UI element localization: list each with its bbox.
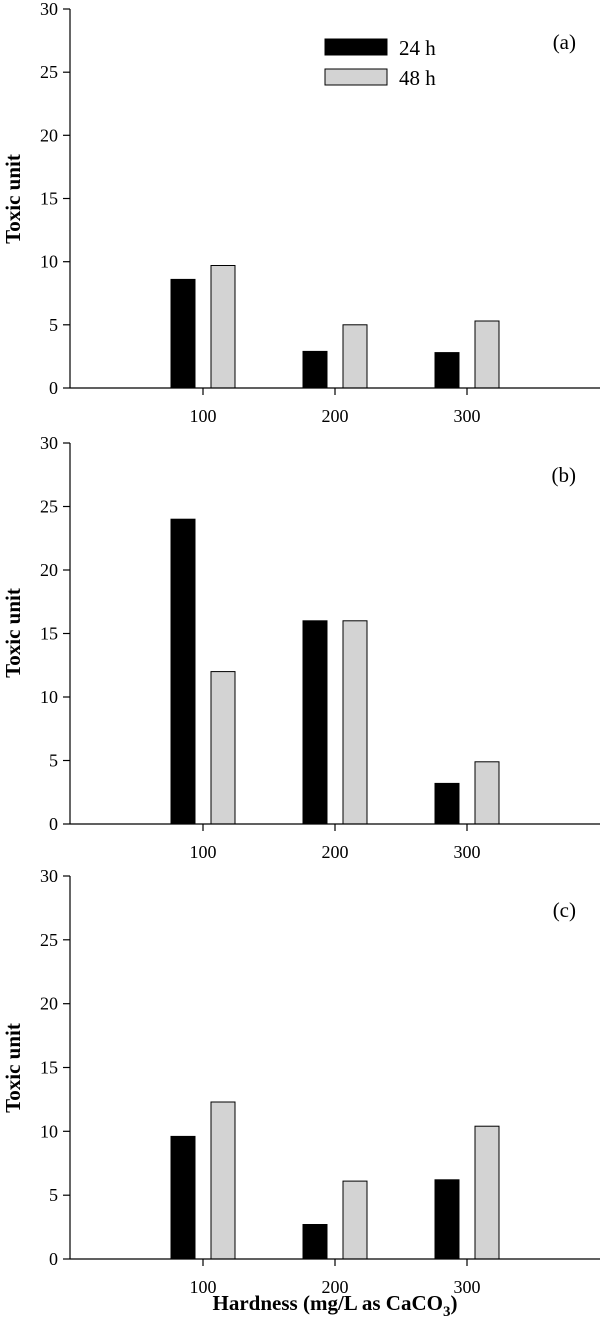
legend-swatch-24h: [324, 38, 388, 56]
panel-a-ytick-label-10: 10: [40, 252, 58, 272]
panel-a-ytick-label-20: 20: [40, 125, 58, 145]
legend-label-24h: 24 h: [399, 36, 436, 60]
panel-b-bar-24h-200: [302, 620, 328, 825]
panel-b-xtick-label-200: 200: [322, 842, 349, 862]
panel-b-xtick-label-100: 100: [190, 842, 217, 862]
panel-a-bar-24h-200: [302, 350, 328, 389]
panel-a-y-axis-title: Toxic unit: [1, 154, 25, 244]
panel-c: 0 5 10 15 20 25 30 100 200 300 Toxic unit (c) Ha…: [1, 866, 600, 1320]
panel-c-bar-48h-300: [474, 1125, 500, 1260]
panel-b-bar-24h-300: [434, 782, 460, 825]
panel-b-bar-48h-200: [342, 620, 368, 825]
panel-b-axes: [69, 443, 600, 825]
panel-a-bar-48h-300: [474, 320, 500, 389]
panel-c-bar-24h-200: [302, 1224, 328, 1260]
panel-a-xtick-label-100: 100: [190, 406, 217, 426]
panel-c-bar-48h-200: [342, 1180, 368, 1260]
panel-b-y-axis-title: Toxic unit: [1, 588, 25, 678]
panel-a-bar-48h-200: [342, 324, 368, 389]
panel-c-bars: [170, 1101, 500, 1260]
legend-swatch-48h: [324, 68, 388, 86]
panel-c-ytick-label-20: 20: [40, 994, 58, 1014]
panel-c-bar-48h-100: [210, 1101, 236, 1260]
panel-b-yticks: 0 5 10 15 20 25 30: [40, 433, 70, 834]
panel-a: 0 5 10 15 20 25 30 100 200 300 Toxic unit (a) 24…: [1, 0, 600, 426]
panel-a-bar-48h-100: [210, 265, 236, 389]
panel-c-ytick-label-0: 0: [49, 1249, 58, 1269]
panel-b-ytick-label-30: 30: [40, 433, 58, 453]
panel-a-bar-24h-100: [170, 278, 196, 389]
panel-c-tag: (c): [553, 898, 576, 922]
panel-a-tag: (a): [553, 30, 576, 54]
panel-c-xticks: 100 200 300: [190, 1259, 481, 1297]
panel-b-bars: [170, 518, 500, 825]
panel-a-axes: [69, 9, 600, 389]
legend-label-48h: 48 h: [399, 66, 436, 90]
panel-b-bar-24h-100: [170, 518, 196, 825]
panel-a-ytick-label-30: 30: [40, 0, 58, 19]
panel-a-xtick-label-300: 300: [454, 406, 481, 426]
panel-c-yticks: 0 5 10 15 20 25 30: [40, 866, 70, 1269]
panel-c-ytick-label-15: 15: [40, 1058, 58, 1078]
panel-a-ytick-label-25: 25: [40, 62, 58, 82]
panel-b-ytick-label-5: 5: [49, 751, 58, 771]
panel-c-xtick-label-100: 100: [190, 1277, 217, 1297]
panel-a-bars: [170, 265, 500, 389]
panel-b-ytick-label-10: 10: [40, 687, 58, 707]
panel-b: 0 5 10 15 20 25 30 100 200 300 Toxic unit (b): [1, 433, 600, 862]
panel-a-xtick-label-200: 200: [322, 406, 349, 426]
panel-b-ytick-label-15: 15: [40, 624, 58, 644]
panel-a-bar-24h-300: [434, 352, 460, 389]
panel-a-ytick-label-15: 15: [40, 189, 58, 209]
panel-b-tag: (b): [552, 463, 577, 487]
panel-c-axes: [69, 876, 600, 1260]
panel-b-ytick-label-0: 0: [49, 814, 58, 834]
panel-b-bar-48h-300: [474, 761, 500, 825]
panel-c-xtick-label-200: 200: [322, 1277, 349, 1297]
panel-a-ytick-label-0: 0: [49, 378, 58, 398]
x-axis-title: Hardness (mg/L as CaCO3): [213, 1291, 458, 1320]
panel-b-ytick-label-20: 20: [40, 560, 58, 580]
panel-b-bar-48h-100: [210, 671, 236, 825]
panel-c-bar-24h-300: [434, 1179, 460, 1260]
legend: 24 h 48 h: [324, 36, 436, 90]
panel-c-xtick-label-300: 300: [454, 1277, 481, 1297]
panel-a-xticks: 100 200 300: [190, 388, 481, 426]
panel-b-xticks: 100 200 300: [190, 824, 481, 862]
panel-c-ytick-label-10: 10: [40, 1121, 58, 1141]
panel-a-yticks: 0 5 10 15 20 25 30: [40, 0, 70, 398]
x-axis-title-subscript: 3: [443, 1304, 451, 1320]
x-axis-title-main: Hardness (mg/L as CaCO: [213, 1291, 443, 1315]
panel-c-ytick-label-25: 25: [40, 930, 58, 950]
x-axis-title-tail: ): [450, 1291, 457, 1315]
panel-b-xtick-label-300: 300: [454, 842, 481, 862]
panel-c-ytick-label-30: 30: [40, 866, 58, 886]
panel-a-ytick-label-5: 5: [49, 315, 58, 335]
panel-b-ytick-label-25: 25: [40, 497, 58, 517]
panel-c-bar-24h-100: [170, 1135, 196, 1260]
panel-c-ytick-label-5: 5: [49, 1185, 58, 1205]
panel-c-y-axis-title: Toxic unit: [1, 1023, 25, 1113]
